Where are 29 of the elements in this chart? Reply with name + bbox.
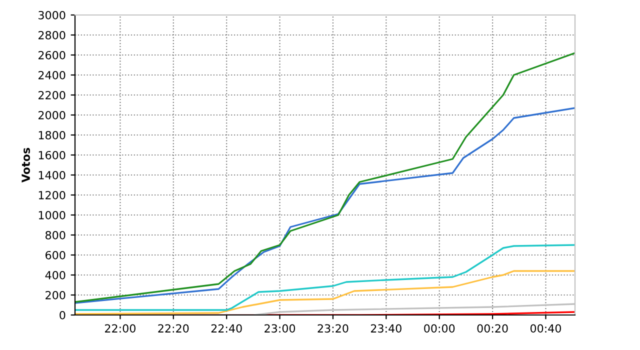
line-series [75, 52, 575, 303]
x-tick-label: 22:20 [158, 324, 189, 333]
x-tick-label: 23:00 [264, 324, 296, 333]
y-tick-label: 1000 [38, 210, 66, 220]
y-tick-label: 1200 [38, 190, 66, 200]
y-tick-label: 2400 [38, 70, 66, 80]
x-tick-label: 22:40 [211, 324, 242, 333]
y-tick-label: 600 [46, 250, 66, 260]
x-tick-label: 23:40 [370, 324, 402, 333]
x-tick-label: 00:40 [530, 324, 562, 333]
y-tick-label: 2800 [38, 30, 66, 40]
y-tick-label: 1400 [38, 170, 66, 180]
y-tick-label: 2000 [38, 110, 66, 120]
x-tick-label: 22:00 [105, 324, 136, 333]
x-tick-label: 00:00 [424, 324, 455, 333]
x-tick-label: 00:20 [477, 324, 508, 333]
y-tick-label: 800 [46, 230, 66, 240]
y-tick-label: 400 [45, 270, 66, 280]
y-tick-label: 1600 [38, 150, 66, 160]
line-series [75, 244, 575, 311]
y-tick-label: 0 [60, 310, 66, 320]
y-tick-label: 1800 [38, 130, 66, 140]
y-axis-title: Votos [22, 148, 30, 183]
line-series [75, 107, 575, 304]
y-tick-label: 3000 [38, 10, 66, 20]
y-tick-label: 2600 [38, 50, 66, 60]
y-tick-label: 200 [46, 290, 66, 300]
y-tick-label: 2200 [38, 90, 66, 100]
x-tick-label: 23:20 [318, 324, 348, 333]
